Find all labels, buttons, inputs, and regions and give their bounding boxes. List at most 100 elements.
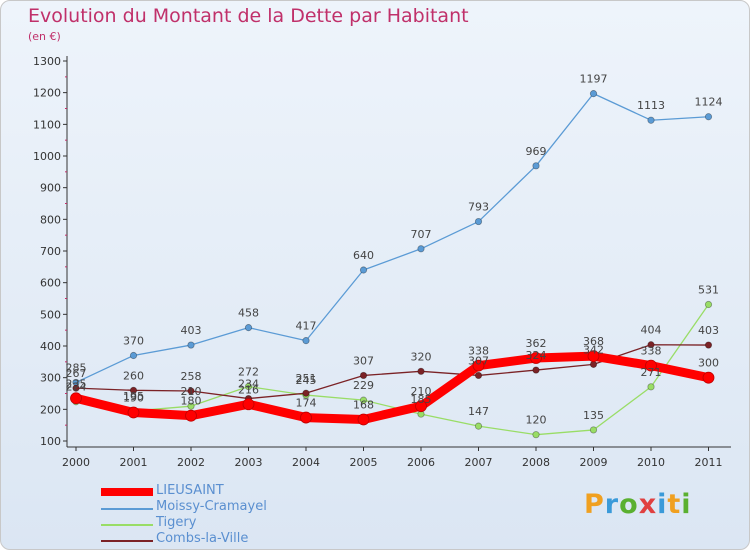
series-line-moissy-cramayel <box>75 92 710 384</box>
data-point <box>187 402 195 410</box>
y-tick-label: 100 <box>40 435 61 448</box>
data-label: 707 <box>411 228 432 241</box>
series-line-lieusaint <box>71 351 713 424</box>
legend-swatch-lieusaint <box>101 488 153 496</box>
data-label: 216 <box>238 383 259 396</box>
data-point <box>589 360 598 368</box>
data-label: 285 <box>66 361 87 374</box>
data-label: 342 <box>583 343 604 356</box>
y-tick-label: 400 <box>40 340 61 353</box>
legend-swatch-combs <box>101 540 153 542</box>
data-point <box>647 116 655 124</box>
data-label: 338 <box>468 345 489 358</box>
data-point <box>704 341 713 349</box>
data-label: 258 <box>181 370 202 383</box>
data-point <box>244 382 253 391</box>
y-tick-label: 300 <box>40 372 61 385</box>
data-label: 307 <box>353 354 374 367</box>
data-point <box>359 371 368 380</box>
legend-swatch-tigery <box>101 524 153 526</box>
data-point <box>532 431 540 439</box>
data-point <box>359 396 368 404</box>
y-tick-label: 900 <box>40 182 61 195</box>
data-label: 224 <box>66 381 87 394</box>
data-point <box>532 162 540 170</box>
y-tick-label: 600 <box>40 277 61 290</box>
data-label: 195 <box>123 390 144 403</box>
data-label: 969 <box>526 145 547 158</box>
data-label: 1124 <box>695 96 723 109</box>
data-point <box>302 389 310 397</box>
data-label: 324 <box>526 349 547 362</box>
data-label: 307 <box>468 354 489 367</box>
data-point <box>472 359 485 372</box>
data-point <box>129 351 138 360</box>
y-tick-label: 1000 <box>33 150 61 163</box>
series-line-tigery <box>75 303 710 436</box>
data-label: 260 <box>123 369 144 382</box>
data-label: 229 <box>353 379 374 392</box>
legend-label-moissy: Moissy-Cramayel <box>156 499 267 514</box>
data-point <box>70 392 82 405</box>
data-point <box>300 411 312 424</box>
data-label: 370 <box>123 335 144 348</box>
data-point <box>359 266 368 274</box>
y-tick-label: 500 <box>40 308 61 321</box>
data-label: 210 <box>181 385 202 398</box>
x-tick-label: 2005 <box>350 456 378 469</box>
x-tick-label: 2010 <box>637 456 665 469</box>
data-point <box>645 359 657 372</box>
data-point <box>72 384 80 392</box>
data-point <box>532 366 540 374</box>
data-label: 368 <box>583 335 604 348</box>
x-tick-label: 2003 <box>235 456 263 469</box>
data-label: 235 <box>66 377 87 390</box>
data-point <box>185 409 197 422</box>
y-tick-label: 1300 <box>33 55 61 68</box>
data-point <box>357 413 370 426</box>
data-point <box>647 341 655 349</box>
x-tick-label: 2008 <box>522 456 550 469</box>
chart-subtitle: (en €) <box>28 30 61 43</box>
data-point <box>129 386 138 394</box>
x-tick-label: 2004 <box>292 456 320 469</box>
y-tick-label: 700 <box>40 245 61 258</box>
data-point <box>187 387 195 395</box>
x-tick-label: 2009 <box>580 456 608 469</box>
data-point <box>474 371 483 380</box>
data-label: 640 <box>353 249 374 262</box>
data-point <box>474 217 483 226</box>
data-point <box>589 90 598 98</box>
data-point <box>244 324 253 332</box>
y-tick-label: 1200 <box>33 87 61 100</box>
x-tick-label: 2001 <box>120 456 148 469</box>
data-label: 271 <box>641 366 662 379</box>
y-tick-label: 200 <box>40 403 61 416</box>
x-tick-label: 2011 <box>695 456 723 469</box>
data-label: 245 <box>296 374 317 387</box>
data-point <box>187 341 195 349</box>
data-point <box>589 426 598 434</box>
data-label: 320 <box>411 350 432 363</box>
data-label: 168 <box>353 398 374 411</box>
data-label: 135 <box>583 409 604 422</box>
series-line-combs-la-ville <box>75 344 710 400</box>
data-point <box>417 367 425 375</box>
data-label: 272 <box>238 366 259 379</box>
legend-label-tigery: Tigery <box>156 515 197 530</box>
data-label: 417 <box>296 320 317 333</box>
data-point <box>647 383 655 391</box>
data-point <box>474 422 483 430</box>
data-point <box>242 398 255 411</box>
legend-label-combs: Combs-la-Ville <box>156 531 249 546</box>
data-point <box>704 113 713 121</box>
data-point <box>417 245 425 253</box>
data-label: 300 <box>698 357 719 370</box>
data-point <box>702 371 715 384</box>
data-label: 403 <box>698 324 719 337</box>
x-tick-label: 2002 <box>177 456 205 469</box>
data-label: 234 <box>238 378 259 391</box>
data-label: 210 <box>411 385 432 398</box>
